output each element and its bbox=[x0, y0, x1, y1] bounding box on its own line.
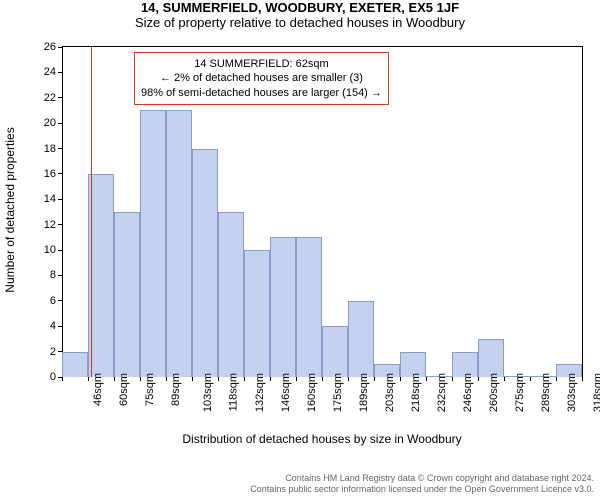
annotation-box: 14 SUMMERFIELD: 62sqm ← 2% of detached h… bbox=[134, 52, 389, 105]
y-tick-label: 8 bbox=[50, 269, 62, 281]
x-tick bbox=[426, 377, 427, 381]
x-tick bbox=[244, 377, 245, 381]
y-axis-label: Number of detached properties bbox=[3, 110, 17, 310]
y-tick-label: 2 bbox=[50, 346, 62, 358]
x-tick bbox=[270, 377, 271, 381]
x-tick-label: 118sqm bbox=[227, 373, 239, 411]
x-tick bbox=[62, 377, 63, 381]
annotation-line1: 14 SUMMERFIELD: 62sqm bbox=[141, 57, 382, 71]
x-tick bbox=[166, 377, 167, 381]
y-tick-label: 4 bbox=[50, 320, 62, 332]
y-axis bbox=[62, 47, 63, 377]
histogram-bar bbox=[348, 301, 374, 377]
annotation-line3: 98% of semi-detached houses are larger (… bbox=[141, 86, 382, 100]
x-tick-label: 89sqm bbox=[170, 373, 182, 406]
x-tick bbox=[218, 377, 219, 381]
x-tick-label: 232sqm bbox=[436, 373, 448, 412]
x-axis-label: Distribution of detached houses by size … bbox=[62, 432, 582, 446]
x-tick-label: 246sqm bbox=[462, 373, 474, 412]
y-tick-label: 6 bbox=[50, 295, 62, 307]
footer-line2: Contains public sector information licen… bbox=[250, 484, 594, 496]
x-tick-label: 303sqm bbox=[566, 373, 578, 412]
histogram-bar bbox=[62, 352, 88, 377]
x-tick-label: 203sqm bbox=[384, 373, 396, 412]
x-tick bbox=[452, 377, 453, 381]
x-tick-label: 160sqm bbox=[306, 373, 318, 412]
chart-title: 14, SUMMERFIELD, WOODBURY, EXETER, EX5 1… bbox=[0, 0, 600, 15]
y-tick-label: 26 bbox=[44, 41, 62, 53]
y-tick-label: 14 bbox=[44, 193, 62, 205]
histogram-bar bbox=[192, 149, 218, 377]
histogram-bar bbox=[140, 110, 166, 377]
x-tick-label: 175sqm bbox=[332, 373, 344, 412]
x-tick bbox=[504, 377, 505, 381]
x-tick-label: 75sqm bbox=[144, 373, 156, 406]
x-tick-label: 146sqm bbox=[280, 373, 292, 412]
histogram-bar bbox=[296, 237, 322, 377]
histogram-bar bbox=[166, 110, 192, 377]
reference-line bbox=[91, 47, 92, 377]
histogram-bar bbox=[114, 212, 140, 377]
x-tick bbox=[582, 377, 583, 381]
histogram-bar bbox=[244, 250, 270, 377]
x-tick-label: 189sqm bbox=[358, 373, 370, 412]
footer-line1: Contains HM Land Registry data © Crown c… bbox=[250, 473, 594, 485]
annotation-line2: ← 2% of detached houses are smaller (3) bbox=[141, 71, 382, 85]
x-tick-label: 46sqm bbox=[92, 373, 104, 406]
y-tick-label: 22 bbox=[44, 92, 62, 104]
x-tick-label: 132sqm bbox=[254, 373, 266, 412]
y-tick-label: 12 bbox=[44, 219, 62, 231]
x-tick-label: 103sqm bbox=[202, 373, 214, 412]
y-tick-label: 24 bbox=[44, 66, 62, 78]
chart-subtitle: Size of property relative to detached ho… bbox=[0, 15, 600, 30]
x-tick bbox=[296, 377, 297, 381]
x-tick bbox=[374, 377, 375, 381]
property-size-histogram: 14, SUMMERFIELD, WOODBURY, EXETER, EX5 1… bbox=[0, 0, 600, 500]
x-tick-label: 218sqm bbox=[410, 373, 422, 412]
x-tick bbox=[530, 377, 531, 381]
x-tick-label: 260sqm bbox=[488, 373, 500, 412]
x-tick bbox=[478, 377, 479, 381]
x-tick bbox=[88, 377, 89, 381]
x-tick bbox=[114, 377, 115, 381]
y-tick-label: 18 bbox=[44, 143, 62, 155]
plot-area: 14 SUMMERFIELD: 62sqm ← 2% of detached h… bbox=[62, 46, 583, 377]
histogram-bar bbox=[322, 326, 348, 377]
x-tick-label: 275sqm bbox=[514, 373, 526, 412]
histogram-bar bbox=[270, 237, 296, 377]
histogram-bar bbox=[88, 174, 114, 377]
x-tick-label: 60sqm bbox=[118, 373, 130, 406]
y-tick-label: 16 bbox=[44, 168, 62, 180]
histogram-bar bbox=[478, 339, 504, 377]
x-tick bbox=[348, 377, 349, 381]
x-tick-label: 318sqm bbox=[592, 373, 600, 412]
x-tick bbox=[322, 377, 323, 381]
y-tick-label: 20 bbox=[44, 117, 62, 129]
x-tick-label: 289sqm bbox=[540, 373, 552, 412]
histogram-bar bbox=[218, 212, 244, 377]
y-tick-label: 0 bbox=[50, 371, 62, 383]
x-tick bbox=[400, 377, 401, 381]
x-tick bbox=[140, 377, 141, 381]
x-tick bbox=[556, 377, 557, 381]
footer: Contains HM Land Registry data © Crown c… bbox=[250, 473, 594, 496]
x-tick bbox=[192, 377, 193, 381]
y-tick-label: 10 bbox=[44, 244, 62, 256]
